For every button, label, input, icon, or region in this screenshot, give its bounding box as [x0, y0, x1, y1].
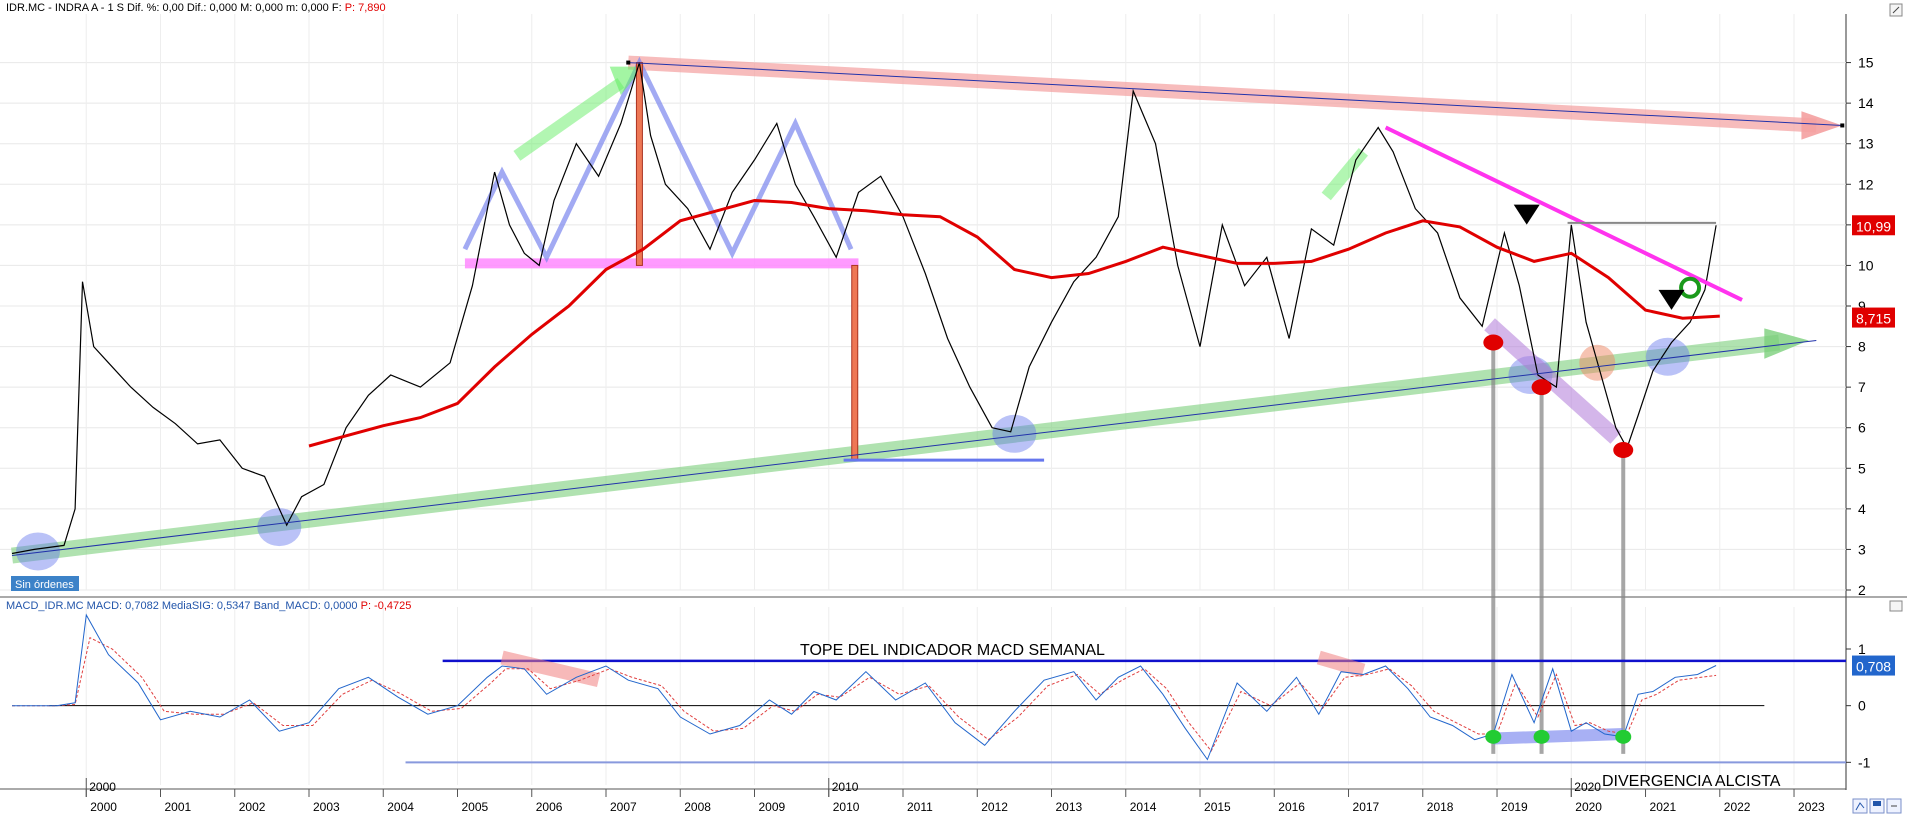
black-down-arrow-marker: [1513, 204, 1540, 225]
year-tick-label: 2020: [1575, 800, 1602, 814]
year-tick-label: 2000: [90, 800, 117, 814]
price-tick-label: 14: [1858, 95, 1874, 111]
price-tick-label: 12: [1858, 176, 1874, 192]
year-tick-label: 2009: [759, 800, 786, 814]
descending-trendline: [1384, 125, 1743, 302]
price-series-line: [11, 62, 1717, 555]
moving-average-line: [308, 198, 1720, 448]
macd-panel-controls[interactable]: [1889, 600, 1903, 612]
support-trendline: [11, 339, 1817, 557]
macd-price-tag-label: 0,708: [1856, 659, 1891, 675]
price-tick-label: 4: [1858, 501, 1866, 517]
resistance-trendline: [628, 62, 1843, 126]
year-tick-label: 2017: [1353, 800, 1380, 814]
price-tag: [1852, 215, 1895, 236]
target-height-bar: [635, 62, 643, 266]
price-tick-label: 15: [1858, 55, 1874, 71]
blue-highlight-circle: [257, 508, 302, 547]
year-tick-label: 2021: [1650, 800, 1677, 814]
year-tick-label: 2003: [313, 800, 340, 814]
price-tick-label: 8: [1858, 339, 1866, 355]
year-tick-label: 2005: [462, 800, 489, 814]
chart-type-icon[interactable]: [1852, 798, 1868, 814]
year-tick-label: 2012: [981, 800, 1008, 814]
price-divergence-dot: [1613, 442, 1634, 459]
macd-top-annotation: TOPE DEL INDICADOR MACD SEMANAL: [800, 642, 1105, 659]
year-tick-label: 2022: [1724, 800, 1751, 814]
macd-divergence-dot: [1533, 729, 1550, 744]
price-tag-label: 8,715: [1856, 311, 1891, 327]
year-tick-label: 2002: [239, 800, 266, 814]
resize-arrow-icon: [1892, 6, 1900, 14]
price-tick-label: 13: [1858, 136, 1874, 152]
macd-tick-label: 0: [1858, 698, 1866, 714]
price-tick-label: 9: [1858, 298, 1866, 314]
price-divergence-band: [1484, 318, 1622, 444]
decade-label: 2020: [1574, 780, 1601, 794]
breakout-circle: [1679, 276, 1702, 299]
year-tick-label: 2023: [1798, 800, 1825, 814]
price-tick-label: 10: [1858, 257, 1874, 273]
year-tick-label: 2010: [833, 800, 860, 814]
macd-maximize-icon[interactable]: [1889, 600, 1903, 612]
blue-highlight-circle: [15, 532, 60, 571]
macd-tick-label: 1: [1858, 641, 1866, 657]
trendline-anchor: [1840, 123, 1845, 128]
year-tick-label: 2018: [1427, 800, 1454, 814]
main-header-text: IDR.MC - INDRA A - 1 S Dif. %: 0,00 Dif.…: [6, 2, 386, 14]
year-tick-label: 2004: [387, 800, 414, 814]
macd-divergence-dot: [1485, 729, 1502, 744]
year-tick-label: 2008: [684, 800, 711, 814]
price-tag: [1852, 307, 1895, 328]
price-tick-label: 5: [1858, 460, 1866, 476]
price-tick-label: 7: [1858, 379, 1866, 395]
macd-bullish-divergence-band: [1493, 728, 1624, 745]
macd-line: [12, 613, 1717, 761]
resistance-arrowhead: [1801, 111, 1843, 140]
year-tick-label: 2011: [907, 800, 933, 814]
year-tick-label: 2014: [1130, 800, 1157, 814]
macd-divergence-dot: [1615, 729, 1632, 744]
line-chart-icon: [1855, 802, 1865, 811]
year-tick-label: 2007: [610, 800, 637, 814]
price-divergence-dot: [1483, 334, 1504, 351]
decade-label: 2000: [89, 780, 116, 794]
price-tag-label: 10,99: [1856, 218, 1891, 234]
black-down-arrow-marker: [1658, 289, 1685, 310]
top-panel-controls[interactable]: [1889, 3, 1903, 17]
bottom-right-controls[interactable]: [1852, 798, 1902, 814]
macd-divergence-arrow-2: [1316, 650, 1366, 678]
year-tick-label: 2001: [165, 800, 192, 814]
price-tick-label: 2: [1858, 582, 1866, 598]
divergence-annotation: DIVERGENCIA ALCISTA: [1602, 773, 1781, 790]
momentum-arrow-band: [513, 77, 625, 161]
macd-divergence-arrow-1: [500, 650, 601, 687]
year-tick-label: 2013: [1056, 800, 1083, 814]
decade-label: 2010: [832, 780, 859, 794]
blue-highlight-circle: [992, 414, 1037, 453]
blue-highlight-circle: [1645, 337, 1690, 376]
price-divergence-dot: [1531, 379, 1552, 396]
year-tick-label: 2019: [1501, 800, 1528, 814]
macd-tick-label: -1: [1858, 754, 1871, 770]
macd-price-tag: [1852, 655, 1895, 676]
momentum-arrowhead: [609, 66, 644, 96]
year-tick-label: 2015: [1204, 800, 1231, 814]
status-badge: [11, 576, 79, 591]
status-badge-text: Sin órdenes: [15, 579, 74, 591]
macd-header-text: MACD_IDR.MC MACD: 0,7082 MediaSIG: 0,534…: [6, 600, 411, 612]
target-projection-bar: [851, 264, 859, 461]
momentum-arrow-band-2: [1321, 147, 1368, 201]
year-tick-label: 2016: [1278, 800, 1305, 814]
price-tick-label: 6: [1858, 420, 1866, 436]
save-icon-slot: [1873, 801, 1881, 806]
year-tick-label: 2006: [536, 800, 563, 814]
macd-signal-line: [12, 636, 1717, 752]
price-tick-label: 3: [1858, 541, 1866, 557]
trendline-anchor: [626, 60, 631, 65]
